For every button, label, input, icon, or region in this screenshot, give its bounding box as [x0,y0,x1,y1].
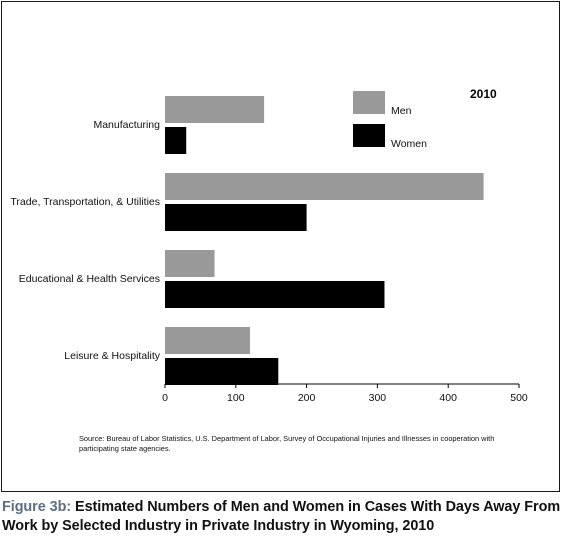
bar-men-2 [165,173,484,200]
figure-caption-text: Estimated Numbers of Men and Women in Ca… [2,499,561,534]
legend-label-women: Women [391,138,427,150]
x-axis: 0 100 200 300 400 500 [162,383,528,404]
category-label-4: Leisure & Hospitality [64,350,160,362]
figure-label: Figure 3b: [2,499,72,515]
x-tick-label: 500 [510,392,528,404]
bar-chart: Men Women 2010 Manufacturing Trade, Transp… [10,87,528,404]
figure-frame [1,1,560,492]
chart-year-label: 2010 [470,87,497,101]
legend-swatch-men [353,91,385,114]
bars-group [165,96,484,385]
chart-legend: Men Women [353,91,427,150]
category-labels: Manufacturing Trade, Transportation, & Ut… [10,119,160,362]
bar-men-1 [165,96,265,123]
bar-women-3 [165,281,385,308]
x-tick-label: 200 [298,392,316,404]
x-tick-label: 300 [369,392,387,404]
legend-label-men: Men [391,105,412,117]
source-note: Source: Bureau of Labor Statistics, U.S.… [79,434,495,453]
category-label-2: Trade, Transportation, & Utilities [10,196,160,208]
bar-women-2 [165,204,307,231]
bar-men-4 [165,327,250,354]
bar-women-4 [165,358,279,385]
legend-swatch-women [353,124,385,147]
category-label-3: Educational & Health Services [19,273,160,285]
bar-men-3 [165,250,215,277]
figure-caption: Figure 3b: Estimated Numbers of Men and … [2,498,562,536]
x-tick-label: 400 [439,392,457,404]
bar-women-1 [165,127,187,154]
category-label-1: Manufacturing [93,119,160,131]
x-tick-label: 0 [162,392,168,404]
x-tick-label: 100 [227,392,245,404]
